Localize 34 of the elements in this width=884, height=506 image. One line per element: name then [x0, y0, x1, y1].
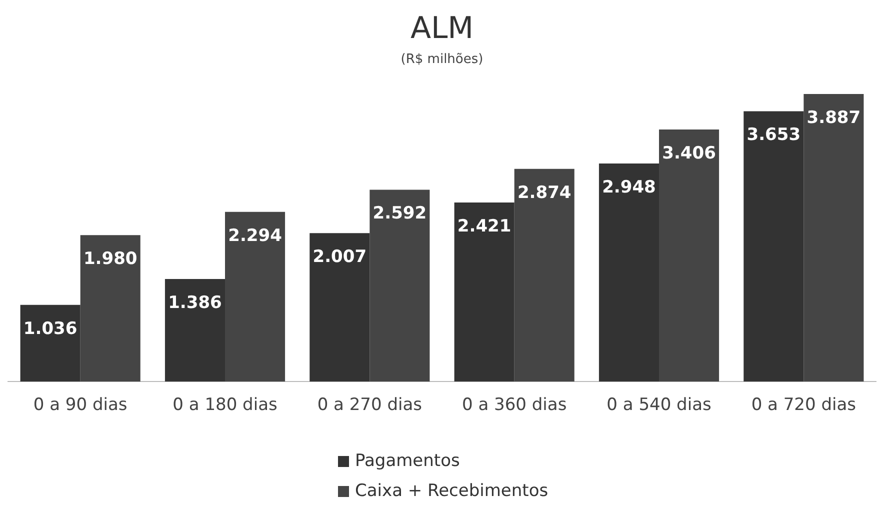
data-label: 2.948 [602, 177, 656, 198]
chart-title: ALM [410, 10, 474, 46]
x-tick-label: 0 a 180 dias [172, 395, 278, 416]
data-label: 2.007 [312, 247, 367, 268]
data-label: 2.294 [228, 226, 282, 246]
data-label: 3.406 [662, 143, 716, 164]
x-tick-label: 0 a 270 dias [317, 395, 422, 416]
bar [225, 212, 286, 382]
x-tick-label: 0 a 90 dias [33, 395, 128, 416]
bar [744, 111, 804, 382]
data-label: 2.874 [517, 182, 572, 203]
x-tick-label: 0 a 720 dias [751, 395, 856, 416]
data-label: 1.386 [168, 292, 222, 313]
bar [514, 168, 574, 382]
bar [310, 233, 370, 382]
bar [659, 130, 720, 382]
data-label: 2.592 [372, 204, 427, 224]
x-tick-label: 0 a 540 dias [606, 395, 712, 416]
data-label: 1.036 [23, 318, 78, 339]
data-label: 1.980 [83, 249, 138, 269]
chart-subtitle: (R$ milhões) [400, 52, 484, 68]
bar [370, 190, 430, 382]
bar [80, 235, 140, 382]
data-label: 3.887 [806, 108, 861, 128]
x-tick-label: 0 a 360 dias [462, 395, 567, 416]
bar [598, 163, 659, 382]
bar [164, 279, 225, 382]
data-label: 2.421 [457, 216, 512, 236]
bar [454, 202, 514, 382]
bar [20, 304, 80, 382]
legend-label: Caixa + Recebimentos [355, 481, 548, 501]
legend-label: Pagamentos [355, 451, 460, 471]
bar [804, 94, 864, 382]
data-label: 3.653 [746, 125, 801, 146]
